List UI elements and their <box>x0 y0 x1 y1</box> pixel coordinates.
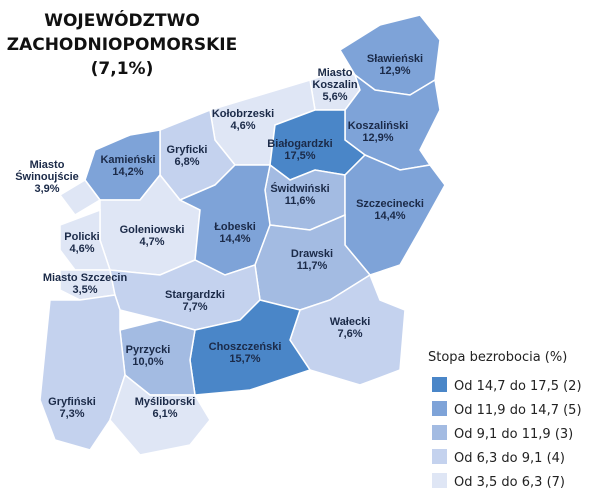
region-name: Policki <box>64 231 99 243</box>
region-name: Kołobrzeski <box>212 108 274 120</box>
region-name: Miasto <box>30 159 65 171</box>
legend-label: Od 9,1 do 11,9 (3) <box>454 427 573 442</box>
region-name: Szczecinecki <box>356 198 424 210</box>
region-value: 11,7% <box>297 260 328 272</box>
region-name: Stargardzki <box>165 289 225 301</box>
region-value: 15,7% <box>229 353 260 365</box>
legend-swatch <box>432 401 447 416</box>
region <box>39 294 126 451</box>
legend-label: Od 6,3 do 9,1 (4) <box>454 451 565 466</box>
region-name: Myśliborski <box>135 396 196 408</box>
region-name: Drawski <box>291 248 333 260</box>
legend-label: Od 3,5 do 6,3 (7) <box>454 475 565 490</box>
region-name: Kamieński <box>100 154 155 166</box>
title-line: (7,1%) <box>91 59 154 79</box>
region-value: 6,8% <box>174 156 199 168</box>
region-name: Sławieński <box>367 53 423 65</box>
legend-title: Stopa bezrobocia (%) <box>428 350 567 365</box>
title-line: WOJEWÓDZTWO <box>44 9 200 31</box>
legend-label: Od 11,9 do 14,7 (5) <box>454 403 582 418</box>
region-name: Świdwiński <box>270 182 329 195</box>
region-value: 11,6% <box>285 195 316 207</box>
region-name: Pyrzycki <box>126 344 171 356</box>
region-name: Miasto Szczecin <box>43 272 128 284</box>
region-value: 14,4% <box>219 233 250 245</box>
labels: Sławieński12,9%MiastoKoszalin5,6%Koszali… <box>15 53 424 420</box>
region-name: Goleniowski <box>120 224 185 236</box>
region-value: 4,6% <box>69 243 94 255</box>
region-name: Koszaliński <box>348 120 409 132</box>
region-name: Gryfiński <box>48 396 96 408</box>
region-value: 12,9% <box>362 132 393 144</box>
region-name: Wałecki <box>330 316 371 328</box>
region-value: 5,6% <box>322 91 347 103</box>
legend-swatch <box>432 425 447 440</box>
legend-swatch <box>432 449 447 464</box>
legend-swatch <box>432 473 447 488</box>
region-name: Choszczeński <box>209 341 282 353</box>
region-name: Łobeski <box>214 221 256 233</box>
legend-label: Od 14,7 do 17,5 (2) <box>454 379 582 394</box>
region-value: 7,7% <box>182 301 207 313</box>
region-value: 4,7% <box>139 236 164 248</box>
regions <box>39 14 446 456</box>
region-value: 6,1% <box>152 408 177 420</box>
title-line: ZACHODNIOPOMORSKIE <box>7 35 237 55</box>
region-value: 10,0% <box>132 356 163 368</box>
region-name: Koszalin <box>312 79 358 91</box>
region-value: 4,6% <box>230 120 255 132</box>
region-value: 14,2% <box>112 166 143 178</box>
legend-swatch <box>432 377 447 392</box>
region-name: Białogardzki <box>267 138 332 150</box>
legend: Stopa bezrobocia (%) Od 14,7 do 17,5 (2) O… <box>428 350 582 490</box>
title: WOJEWÓDZTWO ZACHODNIOPOMORSKIE (7,1%) <box>7 9 237 79</box>
region-value: 7,3% <box>59 408 84 420</box>
region-name: Miasto <box>318 67 353 79</box>
region-value: 7,6% <box>337 328 362 340</box>
region-value: 3,9% <box>34 183 59 195</box>
region-value: 14,4% <box>374 210 405 222</box>
region-value: 17,5% <box>284 150 315 162</box>
region-value: 3,5% <box>72 284 97 296</box>
region-name: Gryficki <box>167 144 208 156</box>
region-value: 12,9% <box>379 65 410 77</box>
region-name: Świnoujście <box>15 170 79 183</box>
region <box>109 373 211 456</box>
